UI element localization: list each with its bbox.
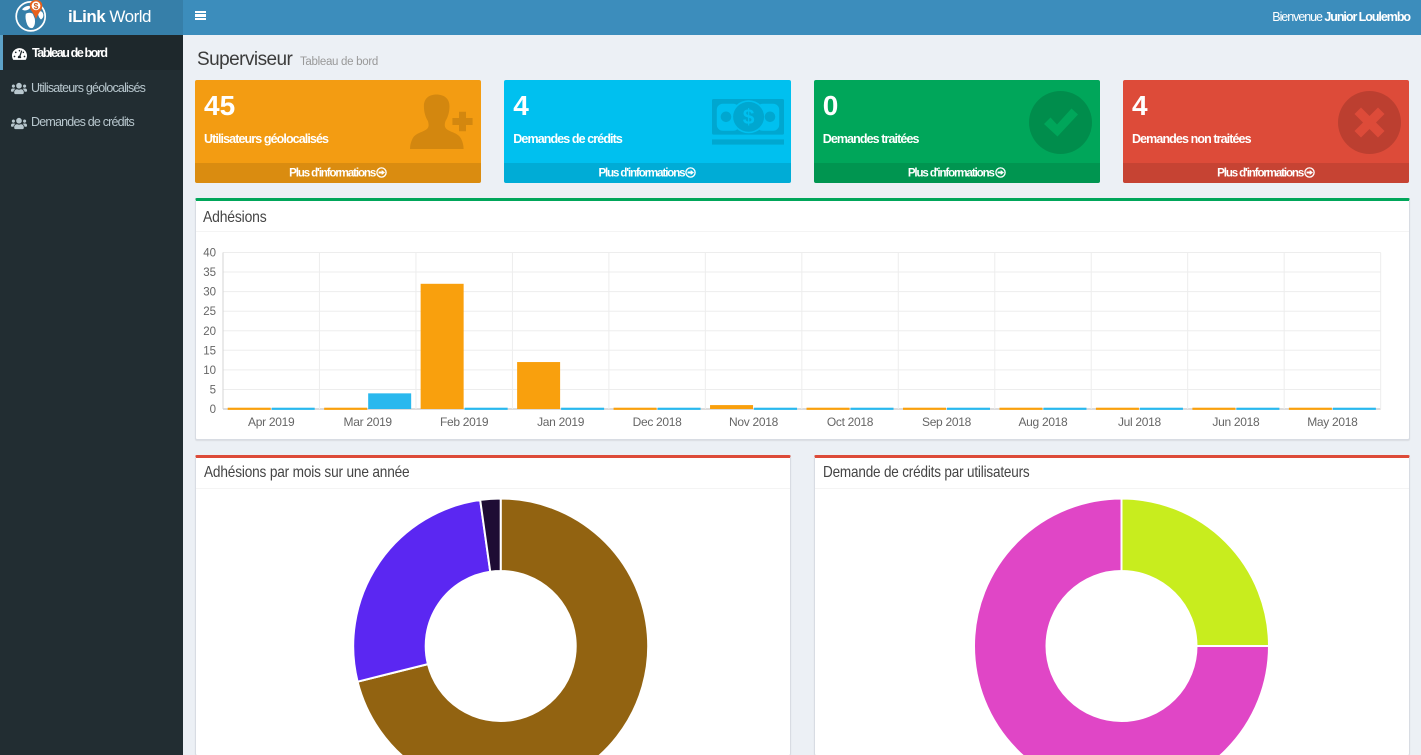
svg-text:Sep 2018: Sep 2018 bbox=[922, 415, 972, 429]
svg-text:Mar 2019: Mar 2019 bbox=[344, 415, 393, 429]
svg-text:35: 35 bbox=[203, 267, 216, 279]
svg-text:Dec 2018: Dec 2018 bbox=[633, 415, 683, 429]
svg-text:10: 10 bbox=[203, 364, 216, 376]
svg-text:May 2018: May 2018 bbox=[1307, 415, 1358, 429]
svg-text:Nov 2018: Nov 2018 bbox=[729, 415, 779, 429]
svg-text:20: 20 bbox=[203, 325, 216, 337]
svg-text:15: 15 bbox=[203, 345, 216, 357]
svg-text:40: 40 bbox=[203, 247, 216, 259]
svg-text:30: 30 bbox=[203, 286, 216, 298]
svg-text:$: $ bbox=[742, 106, 754, 129]
svg-text:0: 0 bbox=[210, 404, 216, 416]
svg-text:Jun 2018: Jun 2018 bbox=[1212, 415, 1260, 429]
svg-text:$: $ bbox=[34, 1, 39, 11]
svg-text:Oct 2018: Oct 2018 bbox=[827, 415, 874, 429]
svg-text:Apr 2019: Apr 2019 bbox=[248, 415, 295, 429]
svg-text:Feb 2019: Feb 2019 bbox=[440, 415, 489, 429]
svg-text:Jan 2019: Jan 2019 bbox=[537, 415, 585, 429]
svg-text:25: 25 bbox=[203, 306, 216, 318]
svg-text:Jul 2018: Jul 2018 bbox=[1118, 415, 1162, 429]
svg-text:Aug 2018: Aug 2018 bbox=[1018, 415, 1068, 429]
svg-text:5: 5 bbox=[210, 384, 216, 396]
